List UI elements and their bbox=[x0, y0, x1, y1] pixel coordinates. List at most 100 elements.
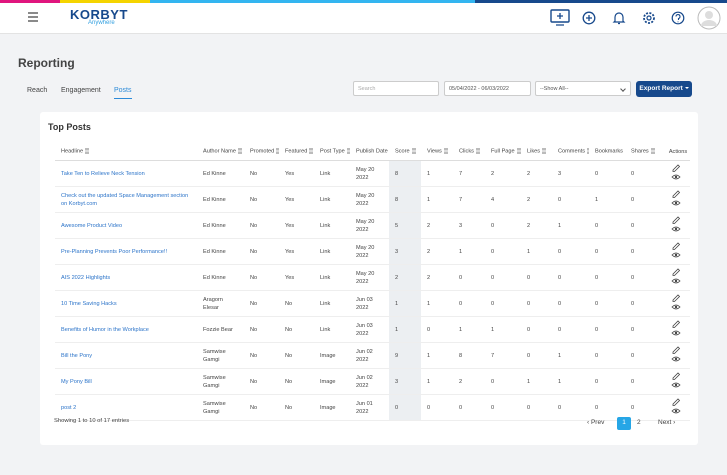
view-icon[interactable] bbox=[671, 200, 681, 206]
cell: Link bbox=[314, 264, 350, 291]
cell: No bbox=[279, 316, 314, 343]
date-range-input[interactable]: 05/04/2022 - 06/03/2022 bbox=[444, 81, 531, 96]
cell: 8 bbox=[453, 342, 485, 369]
add-icon[interactable] bbox=[582, 11, 596, 25]
cell: No bbox=[279, 394, 314, 421]
view-icon[interactable] bbox=[671, 226, 681, 232]
view-icon[interactable] bbox=[671, 356, 681, 362]
column-header[interactable]: Views bbox=[421, 143, 453, 161]
cell: Fozzie Bear bbox=[197, 316, 244, 343]
cell[interactable]: AIS 2022 Highlights bbox=[55, 264, 197, 291]
cell: No bbox=[244, 368, 279, 395]
cell: Link bbox=[314, 212, 350, 239]
export-button[interactable]: Export Report bbox=[636, 81, 692, 97]
view-icon[interactable] bbox=[671, 330, 681, 336]
next-button[interactable]: Next › bbox=[658, 419, 676, 426]
view-icon[interactable] bbox=[671, 252, 681, 258]
tab[interactable]: Engagement bbox=[61, 87, 101, 94]
edit-icon[interactable] bbox=[672, 294, 681, 302]
cell: 7 bbox=[453, 186, 485, 213]
cell: 8 bbox=[389, 186, 421, 213]
cell: 0 bbox=[625, 212, 660, 239]
cell: 0 bbox=[485, 290, 521, 317]
bell-icon[interactable] bbox=[612, 11, 626, 25]
logo-subtitle: Anywhere bbox=[88, 20, 115, 26]
avatar[interactable] bbox=[697, 6, 721, 30]
logo: KORBYT bbox=[70, 7, 128, 22]
edit-icon[interactable] bbox=[672, 398, 681, 406]
column-label: Comments bbox=[558, 148, 586, 155]
column-header[interactable]: Promoted bbox=[244, 143, 279, 161]
edit-icon[interactable] bbox=[672, 372, 681, 380]
top-header bbox=[0, 3, 727, 34]
cell[interactable]: Bill the Pony bbox=[55, 342, 197, 369]
cell: 1 bbox=[421, 160, 453, 187]
edit-icon[interactable] bbox=[672, 164, 681, 172]
column-header[interactable]: Featured bbox=[279, 143, 314, 161]
column-header[interactable]: Headline bbox=[55, 143, 197, 161]
cell: 0 bbox=[521, 342, 552, 369]
edit-icon[interactable] bbox=[672, 268, 681, 276]
actions-cell bbox=[660, 264, 690, 291]
display-icon[interactable] bbox=[550, 9, 570, 26]
column-header[interactable]: Score bbox=[389, 143, 421, 161]
edit-icon[interactable] bbox=[672, 346, 681, 354]
cell[interactable]: Awesome Product Video bbox=[55, 212, 197, 239]
view-icon[interactable] bbox=[671, 304, 681, 310]
page-button[interactable]: 2 bbox=[637, 419, 641, 426]
column-header[interactable]: Author Name bbox=[197, 143, 244, 161]
column-label: Headline bbox=[61, 148, 84, 155]
edit-icon[interactable] bbox=[672, 242, 681, 250]
tab[interactable]: Reach bbox=[27, 87, 48, 94]
column-header[interactable]: Shares bbox=[625, 143, 660, 161]
cell: 0 bbox=[625, 290, 660, 317]
table-row: post 2 Samwise Gamgi No No Image Jun 01 2022 0… bbox=[55, 394, 690, 421]
search-input[interactable]: Search bbox=[353, 81, 439, 96]
column-header[interactable]: Comments bbox=[552, 143, 589, 161]
cell: 3 bbox=[389, 238, 421, 265]
view-icon[interactable] bbox=[671, 174, 681, 180]
menu-icon[interactable] bbox=[27, 12, 39, 22]
column-label: Publish Date bbox=[356, 148, 388, 155]
settings-icon[interactable] bbox=[642, 11, 656, 25]
cell: 1 bbox=[453, 238, 485, 265]
page-button[interactable]: 1 bbox=[617, 417, 631, 430]
table-row: Take Ten to Relieve Neck Tension Ed Kinne… bbox=[55, 160, 690, 187]
tab[interactable]: Posts bbox=[114, 87, 132, 99]
edit-icon[interactable] bbox=[672, 216, 681, 224]
cell[interactable]: Benefits of Humor in the Workplace bbox=[55, 316, 197, 343]
cell: 1 bbox=[552, 212, 589, 239]
cell: 2 bbox=[521, 160, 552, 187]
cell[interactable]: Pre-Planning Prevents Poor Performance!! bbox=[55, 238, 197, 265]
posts-table: Headline Author Name Promoted Featured Post … bbox=[55, 143, 690, 421]
column-header[interactable]: Full Page bbox=[485, 143, 521, 161]
cell: 0 bbox=[521, 394, 552, 421]
column-header[interactable]: Post Type bbox=[314, 143, 350, 161]
cell: 0 bbox=[485, 394, 521, 421]
column-header[interactable]: Clicks bbox=[453, 143, 485, 161]
view-icon[interactable] bbox=[671, 382, 681, 388]
view-icon[interactable] bbox=[671, 278, 681, 284]
cell[interactable]: Take Ten to Relieve Neck Tension bbox=[55, 160, 197, 187]
cell[interactable]: Check out the updated Space Management s… bbox=[55, 186, 197, 213]
column-header[interactable]: Likes bbox=[521, 143, 552, 161]
cell[interactable]: 10 Time Saving Hacks bbox=[55, 290, 197, 317]
cell: 0 bbox=[589, 316, 625, 343]
cell: 0 bbox=[589, 368, 625, 395]
cell: 0 bbox=[625, 394, 660, 421]
actions-cell bbox=[660, 394, 690, 421]
filter-select[interactable]: --Show All-- bbox=[535, 81, 631, 96]
prev-button[interactable]: ‹ Prev bbox=[587, 419, 605, 426]
cell: 0 bbox=[521, 316, 552, 343]
cell: 0 bbox=[589, 342, 625, 369]
cell[interactable]: post 2 bbox=[55, 394, 197, 421]
cell: 2 bbox=[389, 264, 421, 291]
column-header[interactable]: Publish Date bbox=[350, 143, 389, 161]
help-icon[interactable] bbox=[671, 11, 685, 25]
view-icon[interactable] bbox=[671, 408, 681, 414]
cell[interactable]: My Pony Bill bbox=[55, 368, 197, 395]
column-header[interactable]: Bookmarks bbox=[589, 143, 625, 161]
edit-icon[interactable] bbox=[672, 190, 681, 198]
table-row: AIS 2022 Highlights Ed Kinne No Yes Link May … bbox=[55, 264, 690, 291]
edit-icon[interactable] bbox=[672, 320, 681, 328]
